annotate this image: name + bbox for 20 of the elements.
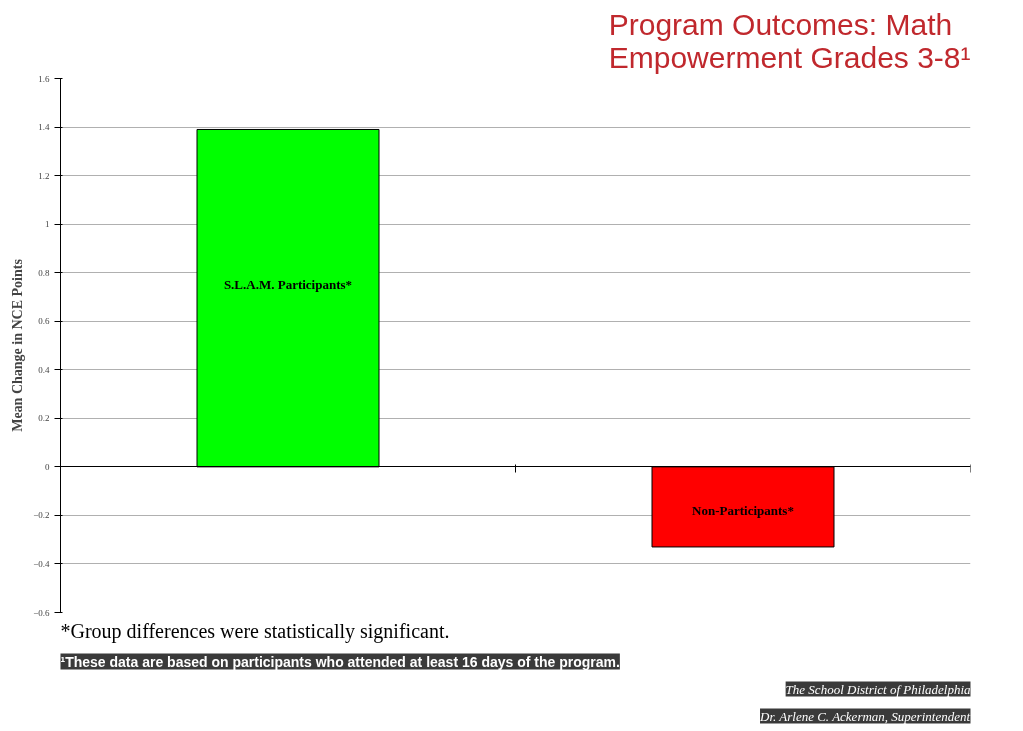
text: *Group differences were statistically significant. (60, 619, 450, 643)
y-tick-label: −0.2 (33, 510, 50, 521)
y-tick-label: 1.2 (38, 170, 50, 181)
y-tick-label: 0.2 (38, 413, 50, 424)
y-tick-label: 1 (45, 219, 50, 230)
x-tick-label: Non-Participants* (692, 502, 794, 518)
y-tick-label: −0.4 (33, 558, 50, 569)
y-tick-label: 0.8 (38, 267, 50, 278)
y-tick-label: 1.6 (38, 73, 50, 84)
chart-title: Program Outcomes: Math Empowerment Grades 3-8¹ (608, 7, 971, 74)
text: Dr. Arlene C. Ackerman, Superintendent (759, 708, 971, 724)
y-tick-label: −0.6 (33, 607, 50, 618)
y-tick-label: 1.4 (38, 122, 50, 133)
x-tick-label: S.L.A.M. Participants* (223, 277, 353, 293)
y-tick-label: 0 (45, 461, 50, 472)
text: ¹These data are based on participants who attended at least 16 days of the program. (60, 653, 620, 670)
text: The School District of Philadelphia (785, 681, 971, 697)
y-axis-title: Mean Change in NCE Points (10, 258, 26, 432)
y-tick-label: 0.4 (38, 364, 50, 375)
y-tick-label: 0.6 (38, 316, 50, 327)
